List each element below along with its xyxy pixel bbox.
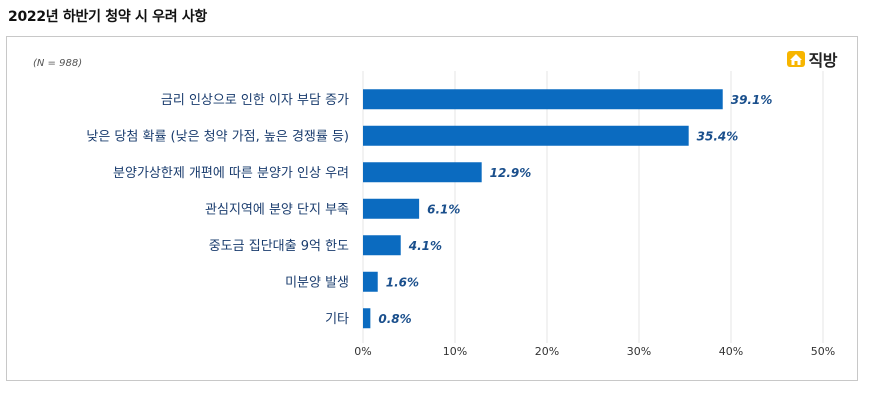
x-tick-label: 0% xyxy=(354,345,371,358)
brand-logo: 직방 xyxy=(786,47,838,71)
bar-chart: 0% 10% 20% 30% 40% 50% 금리 인상으로 인한 이자 부담 증가 39.1… xyxy=(86,71,835,358)
chart-frame: (N = 988) 직방 0% 10% 20% 30% 40% 50% 금리 인상으로 인한… xyxy=(6,36,858,381)
x-tick-label: 30% xyxy=(627,345,651,358)
value-label: 0.8% xyxy=(378,312,411,326)
value-label: 12.9% xyxy=(490,166,532,180)
page-title: 2022년 하반기 청약 시 우려 사항 xyxy=(8,9,208,25)
category-label: 분양가상한제 개편에 따른 분양가 인상 우려 xyxy=(113,166,349,181)
house-logo-icon xyxy=(786,51,805,67)
x-tick-label: 10% xyxy=(443,345,467,358)
sample-size-note: (N = 988) xyxy=(33,58,83,69)
value-label: 39.1% xyxy=(731,93,773,107)
brand-name: 직방 xyxy=(808,51,838,70)
x-tick-label: 40% xyxy=(719,345,743,358)
bar xyxy=(363,235,401,256)
bar xyxy=(363,198,420,219)
category-label: 미분양 발생 xyxy=(285,275,349,290)
value-label: 35.4% xyxy=(697,129,739,143)
bar xyxy=(363,308,371,329)
x-tick-label: 20% xyxy=(535,345,559,358)
bar xyxy=(363,89,723,110)
category-label: 관심지역에 분양 단지 부족 xyxy=(205,202,349,217)
bar xyxy=(363,125,689,146)
value-label: 1.6% xyxy=(386,275,419,289)
value-label: 6.1% xyxy=(427,202,460,216)
category-label: 기타 xyxy=(325,312,349,327)
category-label: 낮은 당첨 확률 (낮은 청약 가점, 높은 경쟁률 등) xyxy=(86,129,349,144)
bar xyxy=(363,271,378,292)
category-label: 금리 인상으로 인한 이자 부담 증가 xyxy=(161,93,349,108)
value-label: 4.1% xyxy=(408,239,442,253)
category-label: 중도금 집단대출 9억 한도 xyxy=(209,239,349,254)
x-tick-label: 50% xyxy=(811,345,835,358)
bar xyxy=(363,162,482,183)
